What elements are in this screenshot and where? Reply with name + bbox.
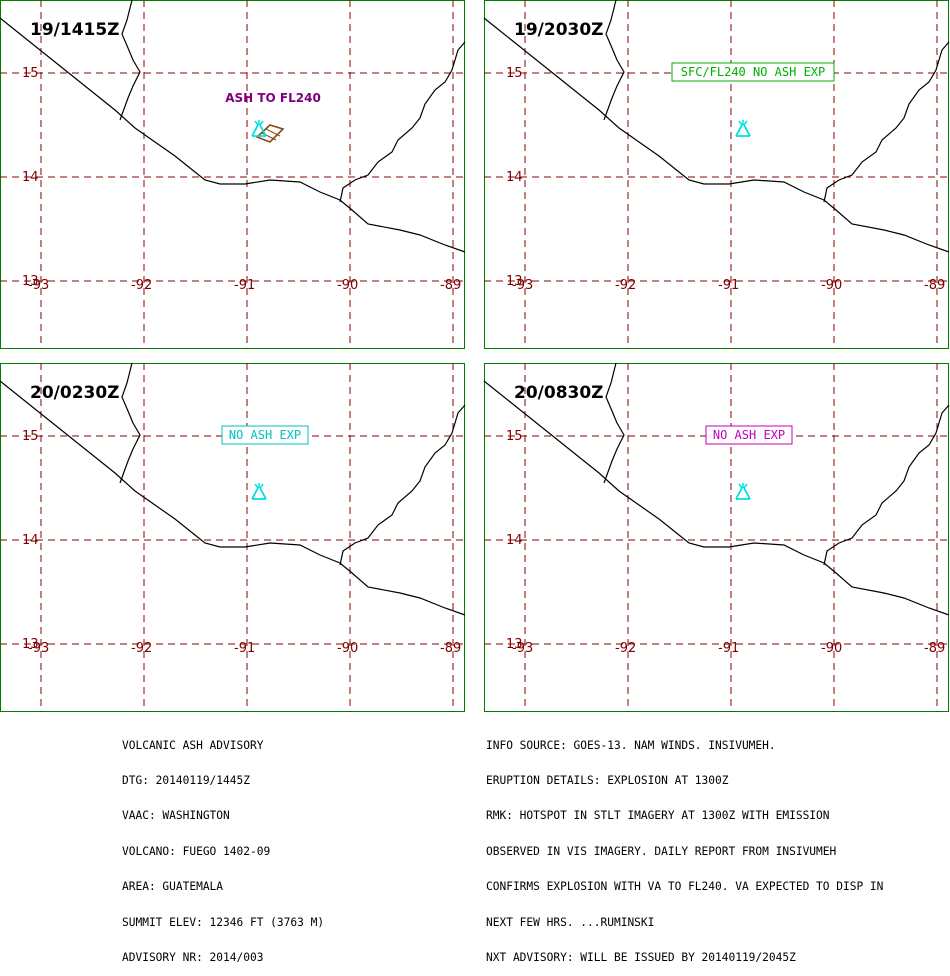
advisory-line: VAAC: WASHINGTON bbox=[122, 809, 230, 823]
coastline-north bbox=[603, 362, 625, 484]
latitude-tick-label: 15 bbox=[22, 66, 39, 81]
advisory-line: ERUPTION DETAILS: EXPLOSION AT 1300Z bbox=[486, 773, 729, 787]
forecast-label-box bbox=[671, 62, 835, 82]
longitude-tick-label: -90 bbox=[337, 641, 358, 656]
advisory-line: AREA: GUATEMALA bbox=[122, 880, 224, 894]
forecast-label-text: NO ASH EXP bbox=[229, 428, 301, 442]
advisory-line: VOLCANIC ASH ADVISORY bbox=[122, 738, 264, 752]
longitude-tick-label: -89 bbox=[924, 278, 945, 293]
forecast-time-label: 19/1415Z bbox=[30, 20, 120, 40]
volcano-icon bbox=[735, 483, 751, 500]
forecast-panel-19-1415z: 15 14 13 -93 -92 -91 -90 -89 19/1415Z ASH TO FL24… bbox=[0, 0, 466, 349]
volcano-icon bbox=[251, 120, 267, 137]
advisory-line: INFO SOURCE: GOES-13. NAM WINDS. INSIVUM… bbox=[486, 738, 776, 752]
country-border bbox=[339, 41, 466, 203]
advisory-right-block: INFO SOURCE: GOES-13. NAM WINDS. INSIVUM… bbox=[486, 716, 883, 976]
longitude-tick-label: -91 bbox=[234, 278, 255, 293]
forecast-panel-20-0230z: 15 14 13 -93 -92 -91 -90 -89 20/0230Z NO ASH EXP bbox=[0, 362, 466, 712]
latitude-tick-label: 13 bbox=[22, 274, 39, 289]
volcano-icon bbox=[251, 483, 267, 500]
coastline bbox=[0, 380, 466, 616]
forecast-label-text: NO ASH EXP bbox=[713, 428, 785, 442]
panel-frame bbox=[0, 363, 465, 712]
advisory-line: DTG: 20140119/1445Z bbox=[122, 773, 250, 787]
longitude-tick-label: -89 bbox=[924, 641, 945, 656]
latitude-tick-label: 15 bbox=[506, 66, 523, 81]
latitude-tick-label: 14 bbox=[22, 170, 39, 185]
latitude-tick-label: 13 bbox=[506, 274, 523, 289]
forecast-label-box bbox=[221, 425, 309, 445]
forecast-label-box bbox=[705, 425, 793, 445]
forecast-panel-19-2030z: 15 14 13 -93 -92 -91 -90 -89 19/2030Z SFC/FL240 N… bbox=[483, 0, 950, 349]
latitude-tick-label: 15 bbox=[506, 429, 523, 444]
longitude-tick-label: -93 bbox=[512, 641, 533, 656]
panel-frame bbox=[484, 0, 949, 349]
advisory-line: ADVISORY NR: 2014/003 bbox=[122, 950, 264, 964]
map-canvas: 15 14 13-93 -92 -91 -90 -89 19/1415Z ASH TO FL24… bbox=[0, 0, 466, 349]
longitude-tick-label: -89 bbox=[440, 278, 461, 293]
panel-frame bbox=[0, 0, 465, 349]
coastline-north bbox=[119, 0, 141, 121]
coastline-north bbox=[119, 362, 141, 484]
advisory-line: NEXT FEW HRS. ...RUMINSKI bbox=[486, 915, 655, 929]
latitude-tick-label: 13 bbox=[22, 637, 39, 652]
coastline bbox=[0, 17, 466, 253]
ash-cloud-polygon bbox=[255, 124, 285, 143]
longitude-tick-label: -91 bbox=[718, 278, 739, 293]
longitude-tick-label: -92 bbox=[131, 278, 152, 293]
ash-height-label: ASH TO FL240 bbox=[225, 91, 321, 105]
longitude-tick-label: -90 bbox=[821, 641, 842, 656]
map-canvas: 15 14 13-93 -92 -91 -90 -89 19/2030Z SFC/FL240 N… bbox=[483, 0, 950, 349]
coastline bbox=[483, 380, 950, 616]
advisory-line: SUMMIT ELEV: 12346 FT (3763 M) bbox=[122, 915, 325, 929]
advisory-left-block: VOLCANIC ASH ADVISORY DTG: 20140119/1445… bbox=[122, 716, 324, 976]
latitude-tick-label: 14 bbox=[506, 533, 523, 548]
longitude-tick-label: -90 bbox=[821, 278, 842, 293]
longitude-tick-label: -90 bbox=[337, 278, 358, 293]
longitude-tick-label: -93 bbox=[28, 641, 49, 656]
longitude-tick-label: -92 bbox=[615, 278, 636, 293]
forecast-time-label: 20/0230Z bbox=[30, 383, 120, 403]
longitude-tick-label: -91 bbox=[234, 641, 255, 656]
latitude-tick-label: 13 bbox=[506, 637, 523, 652]
latitude-tick-label: 14 bbox=[506, 170, 523, 185]
advisory-line: OBSERVED IN VIS IMAGERY. DAILY REPORT FR… bbox=[486, 844, 837, 858]
country-border bbox=[823, 404, 950, 566]
forecast-panel-20-0830z: 15 14 13 -93 -92 -91 -90 -89 20/0830Z NO ASH EXP bbox=[483, 362, 950, 712]
longitude-tick-label: -92 bbox=[615, 641, 636, 656]
coastline bbox=[483, 17, 950, 253]
coastline-north bbox=[603, 0, 625, 121]
latitude-tick-label: 15 bbox=[22, 429, 39, 444]
panel-frame bbox=[484, 363, 949, 712]
forecast-time-label: 20/0830Z bbox=[514, 383, 604, 403]
longitude-tick-label: -93 bbox=[512, 278, 533, 293]
longitude-tick-label: -89 bbox=[440, 641, 461, 656]
country-border bbox=[339, 404, 466, 566]
advisory-line: NXT ADVISORY: WILL BE ISSUED BY 20140119… bbox=[486, 950, 796, 964]
advisory-line: RMK: HOTSPOT IN STLT IMAGERY AT 1300Z WI… bbox=[486, 809, 830, 823]
longitude-tick-label: -92 bbox=[131, 641, 152, 656]
forecast-label-text: SFC/FL240 NO ASH EXP bbox=[681, 65, 826, 79]
map-canvas: 15 14 13-93 -92 -91 -90 -89 20/0830Z NO ASH EXP bbox=[483, 362, 950, 712]
map-canvas: 15 14 13-93 -92 -91 -90 -89 20/0230Z NO ASH EXP bbox=[0, 362, 466, 712]
volcano-icon bbox=[735, 120, 751, 137]
longitude-tick-label: -93 bbox=[28, 278, 49, 293]
longitude-tick-label: -91 bbox=[718, 641, 739, 656]
forecast-time-label: 19/2030Z bbox=[514, 20, 604, 40]
latitude-tick-label: 14 bbox=[22, 533, 39, 548]
advisory-line: CONFIRMS EXPLOSION WITH VA TO FL240. VA … bbox=[486, 880, 884, 894]
country-border bbox=[823, 41, 950, 203]
advisory-line: VOLCANO: FUEGO 1402-09 bbox=[122, 844, 271, 858]
